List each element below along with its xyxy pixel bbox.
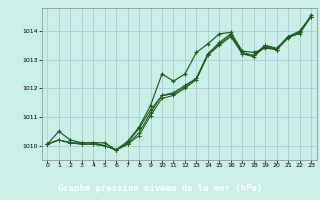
Text: Graphe pression niveau de la mer (hPa): Graphe pression niveau de la mer (hPa) xyxy=(58,184,262,193)
